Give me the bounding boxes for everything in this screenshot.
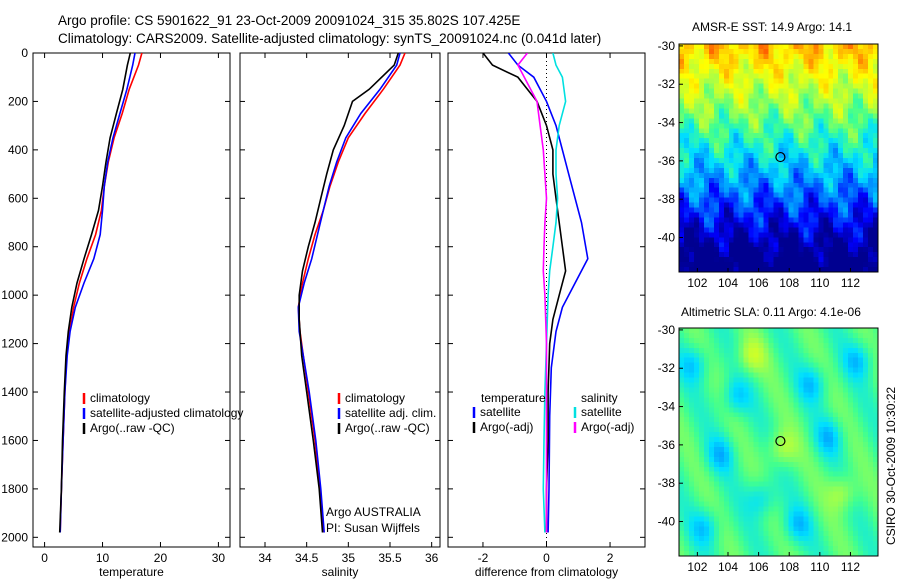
series-line-argo-raw-qc-	[58, 53, 132, 533]
argo-attribution-1: Argo AUSTRALIA	[326, 505, 421, 519]
map-y-tick-label: -40	[658, 515, 676, 529]
series-line-satellite-salinity	[542, 53, 567, 533]
y-tick-label: 1800	[1, 482, 28, 496]
x-tick-label: -2	[478, 551, 489, 565]
series-line-argo-adj--temperature	[482, 53, 567, 533]
series-line-climatology	[59, 53, 143, 533]
series-line-argo-adj--salinity	[516, 53, 548, 533]
map-x-tick-label: 108	[779, 560, 799, 574]
x-tick-label: 10	[96, 551, 110, 565]
plot-frame	[239, 52, 441, 548]
x-tick-label: 34.5	[295, 551, 319, 565]
sst-map: 102 104 106 108 110 112 -30 -32 -34 -36 -38 -40	[658, 39, 879, 290]
map-x-tick-label: 110	[810, 276, 829, 290]
x-axis-label: salinity	[322, 565, 359, 579]
x-tick-label: 20	[154, 551, 168, 565]
map-cells	[679, 328, 879, 557]
series-line-satellite-adj-clim-	[297, 53, 401, 533]
map-x-tick-label: 106	[749, 276, 769, 290]
y-tick-label: 400	[8, 143, 28, 157]
argo-float-marker	[775, 151, 786, 163]
temperature-panel: 0 10 20 30 0 200 400 600 800 1000 1200 1400 1600 1800…	[1, 46, 231, 579]
map-y-tick-label: -30	[658, 323, 676, 337]
map-x-tick-label: 110	[810, 560, 829, 574]
side-stamp-text: CSIRO 30-Oct-2009 10:30:22	[884, 387, 898, 545]
series-line-climatology	[297, 53, 406, 533]
series-line-satellite-temperature	[507, 53, 589, 533]
map-cells	[679, 44, 879, 273]
x-tick-label: 36	[425, 551, 439, 565]
x-tick-label: 0	[41, 551, 48, 565]
series-line-argo-raw-qc-	[298, 53, 400, 533]
argo-float-marker	[775, 435, 786, 447]
diff-legend-header-sal: salinity	[581, 391, 618, 405]
diff-legend-sal-1-label: Argo(-adj)	[581, 420, 634, 434]
y-tick-label: 600	[8, 191, 28, 205]
map-x-tick-label: 104	[718, 560, 738, 574]
argo-attribution-2: PI: Susan Wijffels	[326, 521, 420, 535]
x-tick-label: 30	[212, 551, 226, 565]
sal-legend-0-label: climatology	[345, 391, 405, 405]
temp-legend-2-label: Argo(..raw -QC)	[90, 421, 175, 435]
map-x-tick-label: 106	[749, 560, 769, 574]
diff-legend-temp-0-label: satellite	[480, 405, 521, 419]
x-tick-label: 35.5	[378, 551, 402, 565]
map-y-tick-label: -36	[658, 154, 676, 168]
map-frame	[678, 327, 879, 557]
map-x-tick-label: 102	[687, 276, 707, 290]
diff-legend-sal-0-label: satellite	[581, 405, 622, 419]
x-tick-label: 34	[258, 551, 272, 565]
sla-map: 102 104 106 108 110 112 -30 -32 -34 -36 -38 -40	[658, 323, 879, 574]
map-y-tick-label: -38	[658, 192, 676, 206]
map-y-tick-label: -32	[658, 77, 676, 91]
map-x-tick-label: 104	[718, 276, 738, 290]
y-tick-label: 200	[8, 94, 28, 108]
map-y-tick-label: -40	[658, 231, 676, 245]
salinity-panel: 34 34.5 35 35.5 36 salinity	[239, 52, 441, 579]
y-tick-label: 0	[21, 46, 28, 60]
map-y-tick-label: -32	[658, 361, 676, 375]
sst-map-title: AMSR-E SST: 14.9 Argo: 14.1	[692, 20, 852, 34]
map-y-tick-label: -34	[658, 400, 676, 414]
map-x-tick-label: 102	[687, 560, 707, 574]
plot-frame	[32, 52, 231, 548]
figure-title-line-2: Climatology: CARS2009. Satellite-adjuste…	[58, 31, 601, 46]
y-tick-label: 800	[8, 240, 28, 254]
x-axis-label: temperature	[99, 565, 164, 579]
x-axis-label: difference from climatology	[475, 565, 618, 579]
x-tick-label: 35	[342, 551, 356, 565]
map-x-tick-label: 112	[841, 276, 860, 290]
y-tick-label: 1600	[1, 433, 28, 447]
x-tick-label: 0	[543, 551, 550, 565]
temp-legend-0-label: climatology	[90, 391, 150, 405]
temp-legend-1-label: satellite-adjusted climatology	[90, 406, 243, 420]
diff-legend-header-temp: temperature	[481, 391, 546, 405]
diff-legend-temp-1-label: Argo(-adj)	[480, 420, 533, 434]
sla-map-title: Altimetric SLA: 0.11 Argo: 4.1e-06	[681, 305, 861, 319]
y-tick-label: 1000	[1, 288, 28, 302]
map-y-tick-label: -34	[658, 116, 676, 130]
x-tick-label: 2	[607, 551, 614, 565]
map-y-tick-label: -30	[658, 39, 676, 53]
map-y-tick-label: -38	[658, 476, 676, 490]
map-x-tick-label: 112	[841, 560, 860, 574]
sal-legend-2-label: Argo(..raw -QC)	[345, 421, 430, 435]
map-y-tick-label: -36	[658, 438, 676, 452]
series-line-satellite-adjusted-climatology	[59, 53, 136, 533]
y-tick-label: 2000	[1, 530, 28, 544]
y-tick-label: 1400	[1, 385, 28, 399]
map-x-tick-label: 108	[779, 276, 799, 290]
figure-title-line-1: Argo profile: CS 5901622_91 23-Oct-2009 …	[58, 13, 520, 28]
map-frame	[678, 43, 879, 273]
y-tick-label: 1200	[1, 337, 28, 351]
sal-legend-1-label: satellite adj. clim.	[345, 406, 436, 420]
